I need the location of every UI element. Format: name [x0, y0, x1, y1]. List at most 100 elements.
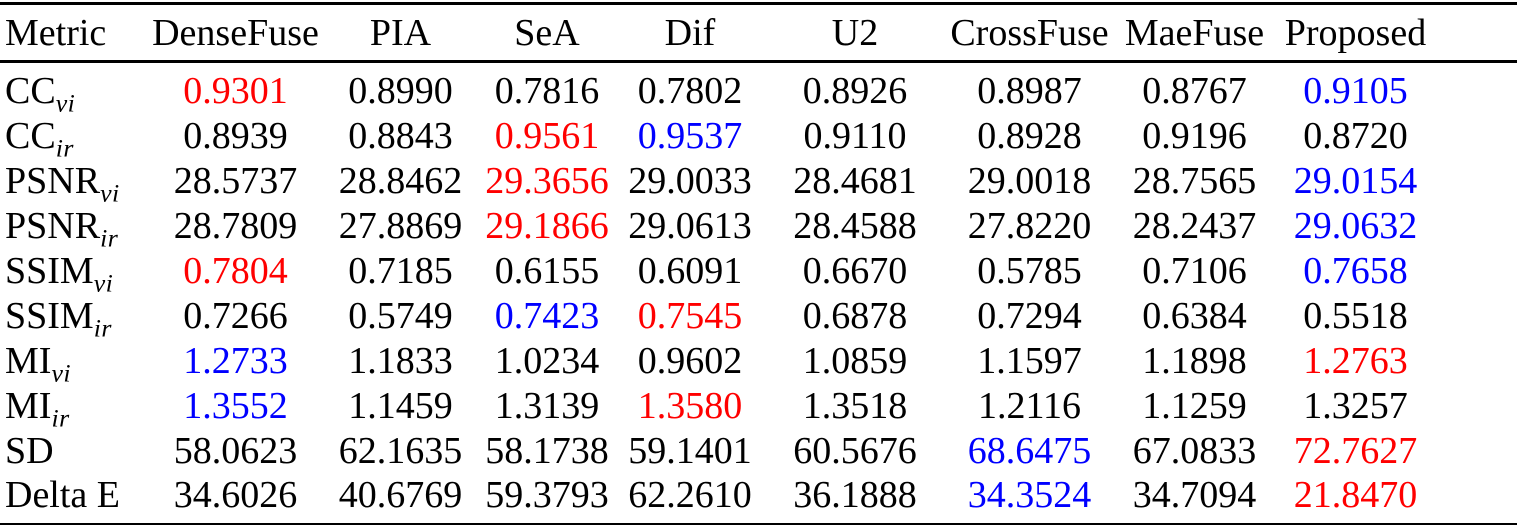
value-cell: 29.0154: [1293, 159, 1418, 202]
table-row: SSIMir 0.7266 0.5749 0.7423 0.7545 0.6878 0.72…: [0, 293, 1517, 339]
metric-label: Delta E: [0, 473, 150, 524]
value-cell: 1.1898: [1142, 339, 1247, 382]
value-cell: 36.1888: [793, 474, 917, 516]
value-cell: 62.2610: [628, 474, 752, 516]
value-cell: 0.6091: [637, 249, 743, 292]
column-header-densefuse: DenseFuse: [150, 3, 321, 63]
metric-subscript: ir: [93, 313, 112, 338]
value-cell: 29.3656: [485, 159, 609, 202]
metric-subscript: ir: [51, 403, 70, 428]
value-cell: 0.6878: [802, 294, 908, 337]
value-cell: 28.4681: [793, 159, 917, 202]
value-cell: 0.9537: [637, 114, 743, 157]
metric-label: PSNRvi: [0, 158, 150, 204]
value-cell: 60.5676: [793, 429, 917, 472]
metric-label: PSNRir: [0, 203, 150, 249]
column-header-dif: Dif: [614, 3, 766, 63]
value-cell: 40.6769: [338, 474, 463, 516]
metric-name: CC: [5, 114, 56, 157]
value-cell: 0.9602: [637, 339, 743, 382]
value-cell: 0.8926: [802, 70, 908, 112]
value-cell: 0.6670: [802, 249, 908, 292]
metric-name: PSNR: [5, 204, 101, 247]
table-row: CCir 0.8939 0.8843 0.9561 0.9537 0.9110 0.8928…: [0, 113, 1517, 159]
value-cell: 1.3552: [183, 384, 288, 427]
column-header-crossfuse: CrossFuse: [944, 3, 1115, 63]
value-cell: 28.7565: [1132, 159, 1257, 202]
value-cell: 34.6026: [173, 474, 298, 516]
table-row: MIvi 1.2733 1.1833 1.0234 0.9602 1.0859 1.1597…: [0, 338, 1517, 384]
column-header-u2: U2: [766, 3, 944, 63]
metric-label: SSIMvi: [0, 248, 150, 294]
value-cell: 0.5785: [977, 249, 1082, 292]
metric-subscript: vi: [55, 88, 76, 113]
value-cell: 0.8990: [348, 70, 453, 112]
metric-label: MIir: [0, 383, 150, 429]
value-cell: 1.2763: [1303, 339, 1408, 382]
value-cell: 0.7802: [637, 70, 743, 112]
value-cell: 1.3518: [802, 384, 908, 427]
table-row: SSIMvi 0.7804 0.7185 0.6155 0.6091 0.6670 0.57…: [0, 248, 1517, 294]
value-cell: 0.6155: [494, 249, 600, 292]
value-cell: 58.0623: [173, 429, 298, 472]
value-cell: 29.0033: [628, 159, 752, 202]
table-row: MIir 1.3552 1.1459 1.3139 1.3580 1.3518 1.2116…: [0, 383, 1517, 429]
table-header-row: Metric DenseFuse PIA SeA Dif U2 CrossFuse MaeFu…: [0, 3, 1517, 63]
value-cell: 29.0613: [628, 204, 752, 247]
value-cell: 0.6384: [1142, 294, 1247, 337]
value-cell: 28.7809: [173, 204, 298, 247]
value-cell: 0.9105: [1303, 70, 1408, 112]
value-cell: 0.7545: [637, 294, 743, 337]
value-cell: 34.3524: [967, 474, 1092, 516]
metric-subscript: ir: [100, 223, 119, 248]
value-cell: 0.7423: [494, 294, 600, 337]
value-cell: 62.1635: [338, 429, 463, 472]
value-cell: 1.1259: [1142, 384, 1247, 427]
value-cell: 59.3793: [485, 474, 609, 516]
metric-subscript: vi: [93, 268, 114, 293]
value-cell: 0.5518: [1303, 294, 1408, 337]
value-cell: 0.7816: [494, 70, 600, 112]
metric-name: PSNR: [5, 159, 101, 202]
value-cell: 0.9110: [803, 114, 907, 157]
metric-name: SSIM: [5, 294, 94, 337]
column-header-proposed: Proposed: [1274, 3, 1517, 63]
metric-name: SD: [5, 429, 54, 472]
value-cell: 28.4588: [793, 204, 917, 247]
value-cell: 1.1459: [348, 384, 453, 427]
metric-label: SD: [0, 428, 150, 473]
value-cell: 1.3139: [494, 384, 600, 427]
value-cell: 1.2116: [977, 384, 1082, 427]
value-cell: 1.3257: [1303, 384, 1408, 427]
value-cell: 29.1866: [485, 204, 609, 247]
table-body: CCvi 0.9301 0.8990 0.7816 0.7802 0.8926 0.8987…: [0, 62, 1517, 525]
value-cell: 0.8987: [977, 70, 1082, 112]
value-cell: 28.8462: [338, 159, 463, 202]
value-cell: 0.9196: [1142, 114, 1247, 157]
value-cell: 29.0632: [1293, 204, 1418, 247]
value-cell: 58.1738: [485, 429, 609, 472]
value-cell: 0.7658: [1303, 249, 1408, 292]
value-cell: 0.8928: [977, 114, 1082, 157]
value-cell: 0.8720: [1303, 114, 1408, 157]
column-header-sea: SeA: [480, 3, 614, 63]
table-row: PSNRir 28.7809 27.8869 29.1866 29.0613 28.458…: [0, 203, 1517, 249]
value-cell: 29.0018: [967, 159, 1092, 202]
value-cell: 28.5737: [173, 159, 298, 202]
metric-subscript: vi: [100, 178, 120, 203]
metric-name: Delta E: [5, 474, 121, 516]
value-cell: 0.7294: [977, 294, 1082, 337]
value-cell: 0.8843: [348, 114, 453, 157]
value-cell: 0.5749: [348, 294, 453, 337]
value-cell: 1.1597: [977, 339, 1082, 382]
metric-label: CCvi: [0, 62, 150, 113]
value-cell: 0.7266: [183, 294, 288, 337]
value-cell: 1.0234: [494, 339, 600, 382]
value-cell: 0.8767: [1142, 70, 1247, 112]
metric-label: MIvi: [0, 338, 150, 384]
table-row: PSNRvi 28.5737 28.8462 29.3656 29.0033 28.468…: [0, 158, 1517, 204]
metric-name: MI: [5, 339, 52, 382]
metric-label: CCir: [0, 113, 150, 159]
metric-label: SSIMir: [0, 293, 150, 339]
